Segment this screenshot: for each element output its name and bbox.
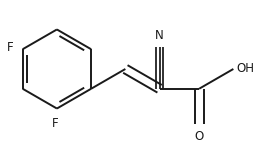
Text: N: N: [155, 29, 164, 42]
Text: F: F: [7, 41, 14, 54]
Text: O: O: [194, 130, 204, 143]
Text: F: F: [51, 117, 58, 130]
Text: OH: OH: [237, 63, 255, 76]
